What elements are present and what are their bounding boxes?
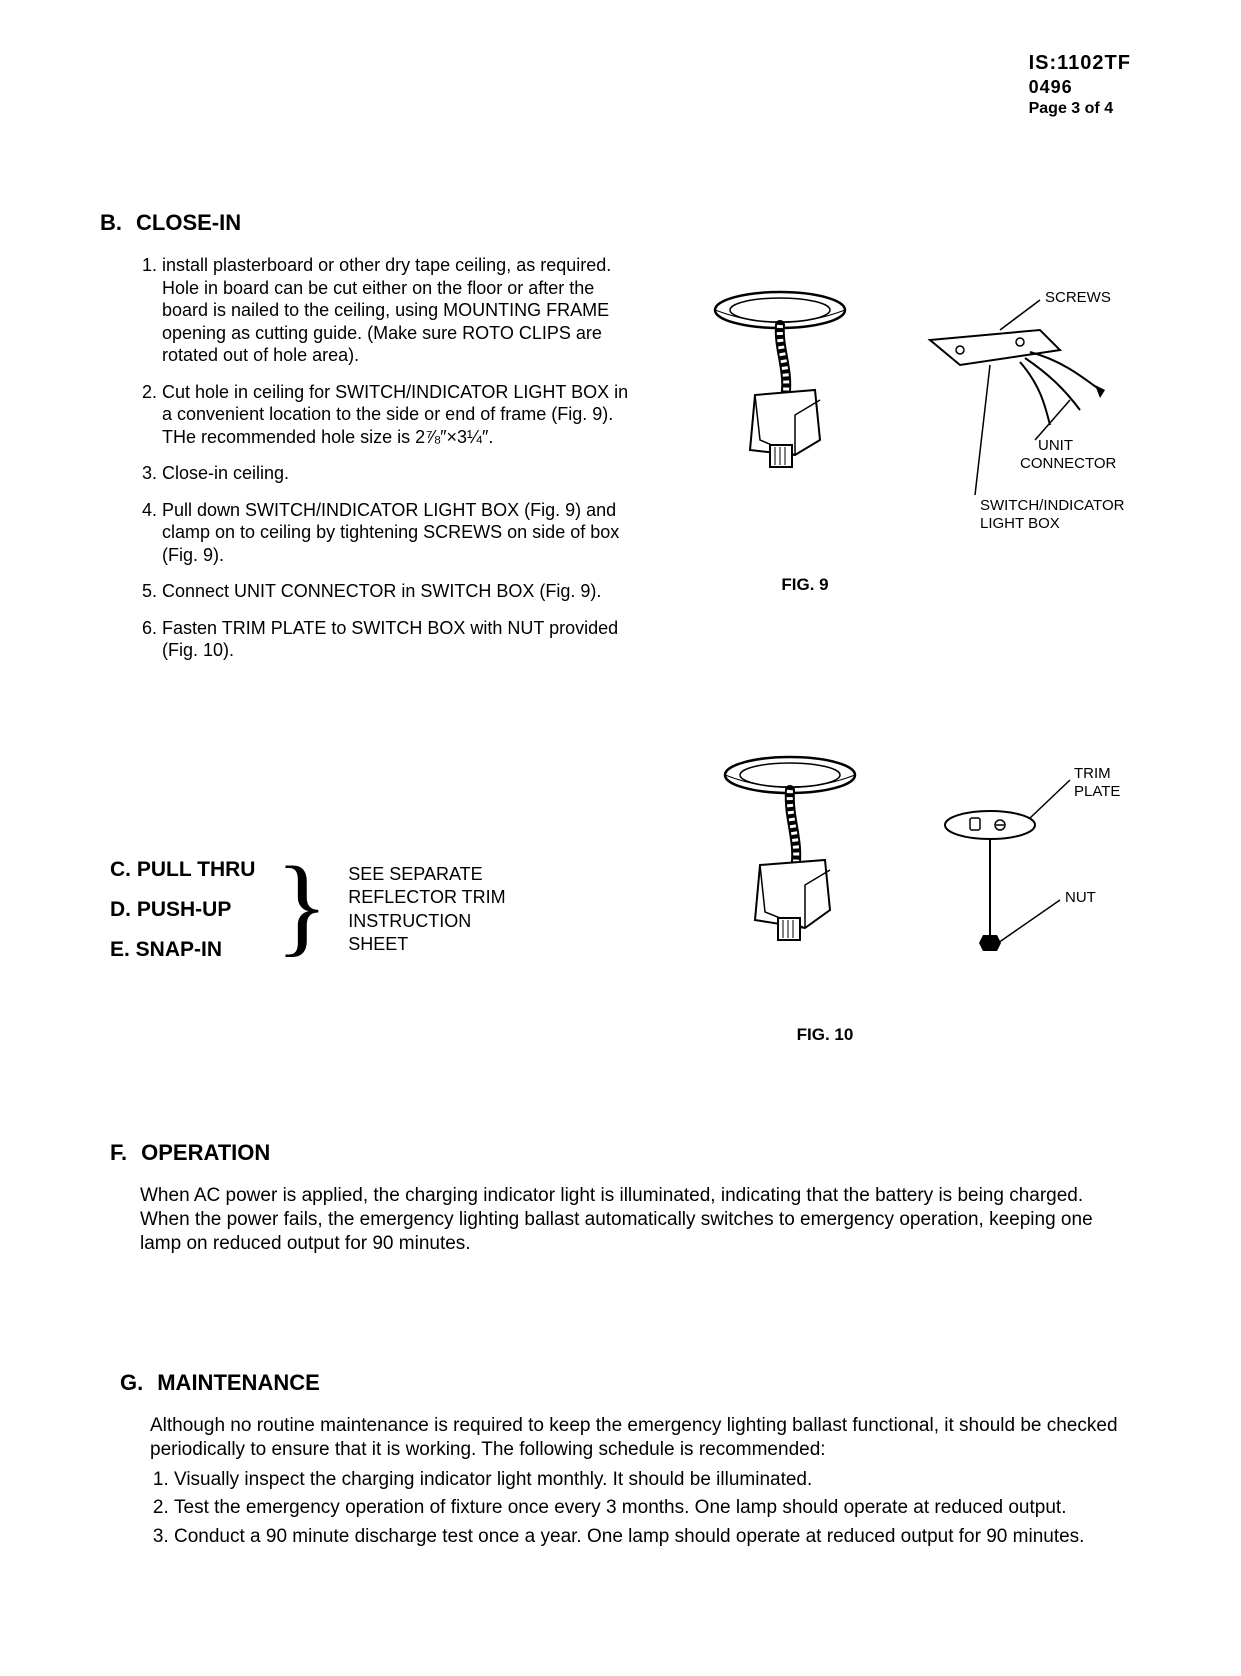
page: IS:1102TF 0496 Page 3 of 4 B. CLOSE-IN i… <box>0 0 1241 1676</box>
fig9-label-box-1: SWITCH/INDICATOR <box>980 497 1125 514</box>
fig9-caption: FIG. 9 <box>480 575 1130 595</box>
section-b-heading: B. CLOSE-IN <box>100 210 640 236</box>
doc-code: IS:1102TF <box>1029 50 1131 76</box>
section-g-list: Visually inspect the charging indicator … <box>150 1468 1130 1550</box>
section-d-heading: D. PUSH-UP <box>110 890 255 930</box>
fig10-label-trim-2: PLATE <box>1074 783 1120 800</box>
list-item: Visually inspect the charging indicator … <box>174 1468 1130 1493</box>
figure-10: TRIM PLATE NUT FIG. 10 <box>700 740 1130 1060</box>
section-c-heading: C. PULL THRU <box>110 850 255 890</box>
section-g-letter: G. <box>120 1370 143 1396</box>
section-maintenance: G. MAINTENANCE Although no routine maint… <box>120 1370 1130 1554</box>
brace-icon: } <box>275 861 328 949</box>
list-item: install plasterboard or other dry tape c… <box>162 254 640 367</box>
fig9-label-screws: SCREWS <box>1045 289 1111 306</box>
section-b-letter: B. <box>100 210 122 236</box>
list-item: Conduct a 90 minute discharge test once … <box>174 1525 1130 1550</box>
list-item: Close-in ceiling. <box>162 462 640 485</box>
section-e-heading: E. SNAP-IN <box>110 930 255 970</box>
list-item: Pull down SWITCH/INDICATOR LIGHT BOX (Fi… <box>162 499 640 567</box>
section-b-title: CLOSE-IN <box>136 210 241 236</box>
fig9-label-box-2: LIGHT BOX <box>980 515 1060 532</box>
section-operation: F. OPERATION When AC power is applied, t… <box>110 1140 1120 1255</box>
list-item: Cut hole in ceiling for SWITCH/INDICATOR… <box>162 381 640 449</box>
section-g-intro: Although no routine maintenance is requi… <box>150 1414 1130 1462</box>
cde-left: C. PULL THRU D. PUSH-UP E. SNAP-IN <box>110 850 255 970</box>
doc-header: IS:1102TF 0496 Page 3 of 4 <box>1029 50 1131 120</box>
doc-page: Page 3 of 4 <box>1029 99 1131 120</box>
section-f-title: OPERATION <box>141 1140 270 1166</box>
fig9-label-unit-1: UNIT <box>1038 437 1073 454</box>
doc-subcode: 0496 <box>1029 76 1131 99</box>
list-item: Test the emergency operation of fixture … <box>174 1496 1130 1521</box>
section-g-heading: G. MAINTENANCE <box>120 1370 1130 1396</box>
fig9-label-unit-2: CONNECTOR <box>1020 455 1117 472</box>
fig10-caption: FIG. 10 <box>520 1025 1130 1045</box>
fig10-label-nut: NUT <box>1065 889 1096 906</box>
section-f-body: When AC power is applied, the charging i… <box>140 1184 1120 1255</box>
cde-note: SEE SEPARATE REFLECTOR TRIM INSTRUCTION … <box>348 863 505 957</box>
fig10-label-trim-1: TRIM <box>1074 765 1111 782</box>
section-f-heading: F. OPERATION <box>110 1140 1120 1166</box>
list-item: Fasten TRIM PLATE to SWITCH BOX with NUT… <box>162 617 640 662</box>
figure-9-svg: SCREWS UNIT CONNECTOR SWITCH/INDICATOR L… <box>700 280 1130 570</box>
section-b-list: install plasterboard or other dry tape c… <box>140 254 640 662</box>
section-f-letter: F. <box>110 1140 127 1166</box>
figure-9: SCREWS UNIT CONNECTOR SWITCH/INDICATOR L… <box>700 280 1130 600</box>
section-g-title: MAINTENANCE <box>157 1370 320 1396</box>
section-close-in: B. CLOSE-IN install plasterboard or othe… <box>100 210 640 676</box>
figure-10-svg: TRIM PLATE NUT <box>700 740 1130 1020</box>
section-cde: C. PULL THRU D. PUSH-UP E. SNAP-IN } SEE… <box>110 850 506 970</box>
